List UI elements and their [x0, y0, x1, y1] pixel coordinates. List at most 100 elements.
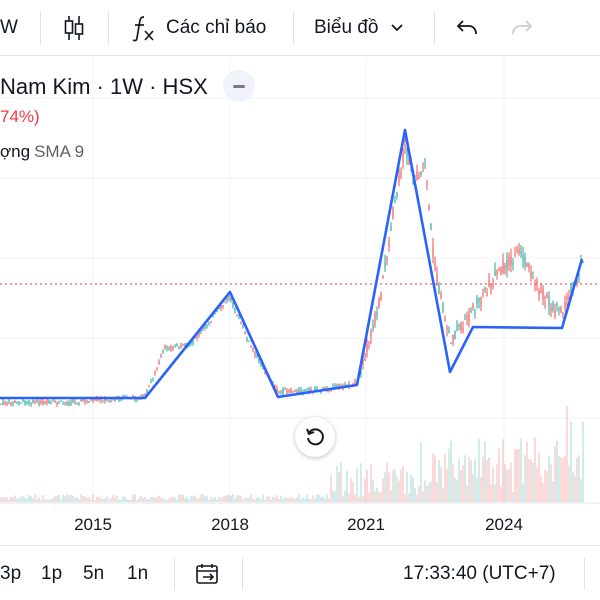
volume-bar: [242, 499, 244, 502]
candle-body: [490, 285, 492, 290]
volume-bar: [386, 462, 388, 502]
volume-bar: [462, 465, 464, 502]
volume-bar: [180, 494, 182, 502]
candle-body: [354, 380, 356, 384]
timezone-button[interactable]: 17:33:40 (UTC+7): [403, 546, 556, 600]
candle-body: [42, 400, 44, 404]
volume-bar: [210, 497, 212, 502]
indicators-button[interactable]: Các chỉ báo: [130, 0, 266, 56]
interval-button[interactable]: W: [0, 0, 18, 56]
reset-chart-button[interactable]: [295, 417, 335, 457]
volume-bar: [36, 499, 38, 502]
candle-body: [100, 398, 102, 401]
price-chart[interactable]: [0, 57, 600, 545]
volume-bar: [128, 499, 130, 502]
candle-body: [398, 174, 400, 183]
volume-bar: [276, 495, 278, 502]
candle-body: [296, 389, 298, 394]
indicator-legend[interactable]: ợng SMA 9: [0, 142, 84, 162]
volume-bar: [46, 499, 48, 502]
volume-bar: [4, 497, 6, 502]
volume-bar: [480, 476, 482, 502]
candle-body: [474, 313, 476, 315]
volume-bar: [82, 496, 84, 502]
volume-bar: [198, 497, 200, 502]
candle-body: [96, 398, 98, 402]
candle-body: [502, 261, 504, 272]
candle-body: [506, 260, 508, 270]
volume-bar: [508, 469, 510, 502]
volume-bar: [42, 494, 44, 502]
volume-bar: [236, 495, 238, 502]
chart-pane[interactable]: [0, 57, 600, 545]
symbol-title[interactable]: Nam Kim · 1W · HSX: [0, 74, 208, 99]
candle-body: [560, 307, 562, 313]
volume-bar: [496, 464, 498, 502]
volume-bar: [428, 483, 430, 502]
volume-bar: [302, 497, 304, 502]
volume-bar: [548, 456, 550, 502]
volume-bar: [400, 469, 402, 502]
volume-bar: [104, 498, 106, 502]
volume-bar: [396, 476, 398, 502]
volume-bar: [72, 496, 74, 502]
candle-style-button[interactable]: [62, 0, 86, 56]
volume-bar: [448, 448, 450, 502]
candle-body: [538, 290, 540, 295]
candle-body: [388, 239, 390, 247]
candle-body: [446, 327, 448, 329]
range-button-1p[interactable]: 1p: [41, 546, 62, 600]
volume-bar: [298, 494, 300, 502]
volume-bar: [376, 487, 378, 502]
candle-body: [2, 401, 4, 404]
candle-body: [436, 273, 438, 286]
range-button-3p[interactable]: 3p: [0, 546, 21, 600]
candle-body: [72, 399, 74, 402]
volume-bar: [300, 499, 302, 502]
volume-bar: [514, 449, 516, 502]
volume-bar: [418, 486, 420, 502]
volume-bar: [568, 465, 570, 502]
volume-bar: [556, 440, 558, 502]
goto-date-button[interactable]: [195, 546, 221, 600]
candle-body: [80, 399, 82, 402]
volume-bar: [348, 493, 350, 502]
candle-body: [434, 263, 436, 270]
redo-button[interactable]: [510, 0, 534, 56]
collapse-legend-button[interactable]: [223, 70, 255, 102]
volume-bar: [324, 498, 326, 502]
volume-bar: [152, 497, 154, 502]
candle-body: [300, 388, 302, 393]
volume-bar: [354, 494, 356, 502]
volume-bar: [534, 437, 536, 502]
chart-type-dropdown[interactable]: Biểu đồ: [314, 0, 404, 56]
candle-body: [536, 280, 538, 284]
candle-body: [234, 307, 236, 312]
candle-body: [220, 305, 222, 309]
range-button-5n[interactable]: 5n: [83, 546, 104, 600]
candle-body: [308, 388, 310, 393]
range-button-1n[interactable]: 1n: [127, 546, 148, 600]
volume-bar: [392, 470, 394, 502]
volume-bar: [68, 495, 70, 502]
candle-body: [22, 399, 24, 401]
candle-body: [216, 310, 218, 312]
undo-button[interactable]: [455, 0, 479, 56]
volume-bar: [206, 495, 208, 502]
volume-bar: [344, 491, 346, 502]
volume-bar: [138, 497, 140, 502]
volume-bar: [308, 498, 310, 502]
volume-bar: [358, 496, 360, 502]
volume-bar: [22, 496, 24, 502]
volume-bar: [526, 441, 528, 502]
candle-body: [36, 399, 38, 402]
candle-body: [332, 385, 334, 387]
candle-body: [44, 401, 46, 405]
candle-body: [236, 314, 238, 316]
volume-bar: [40, 499, 42, 502]
volume-bar: [460, 470, 462, 502]
candle-body: [74, 401, 76, 404]
volume-bar: [342, 495, 344, 502]
candle-body: [238, 316, 240, 318]
candle-body: [88, 401, 90, 403]
